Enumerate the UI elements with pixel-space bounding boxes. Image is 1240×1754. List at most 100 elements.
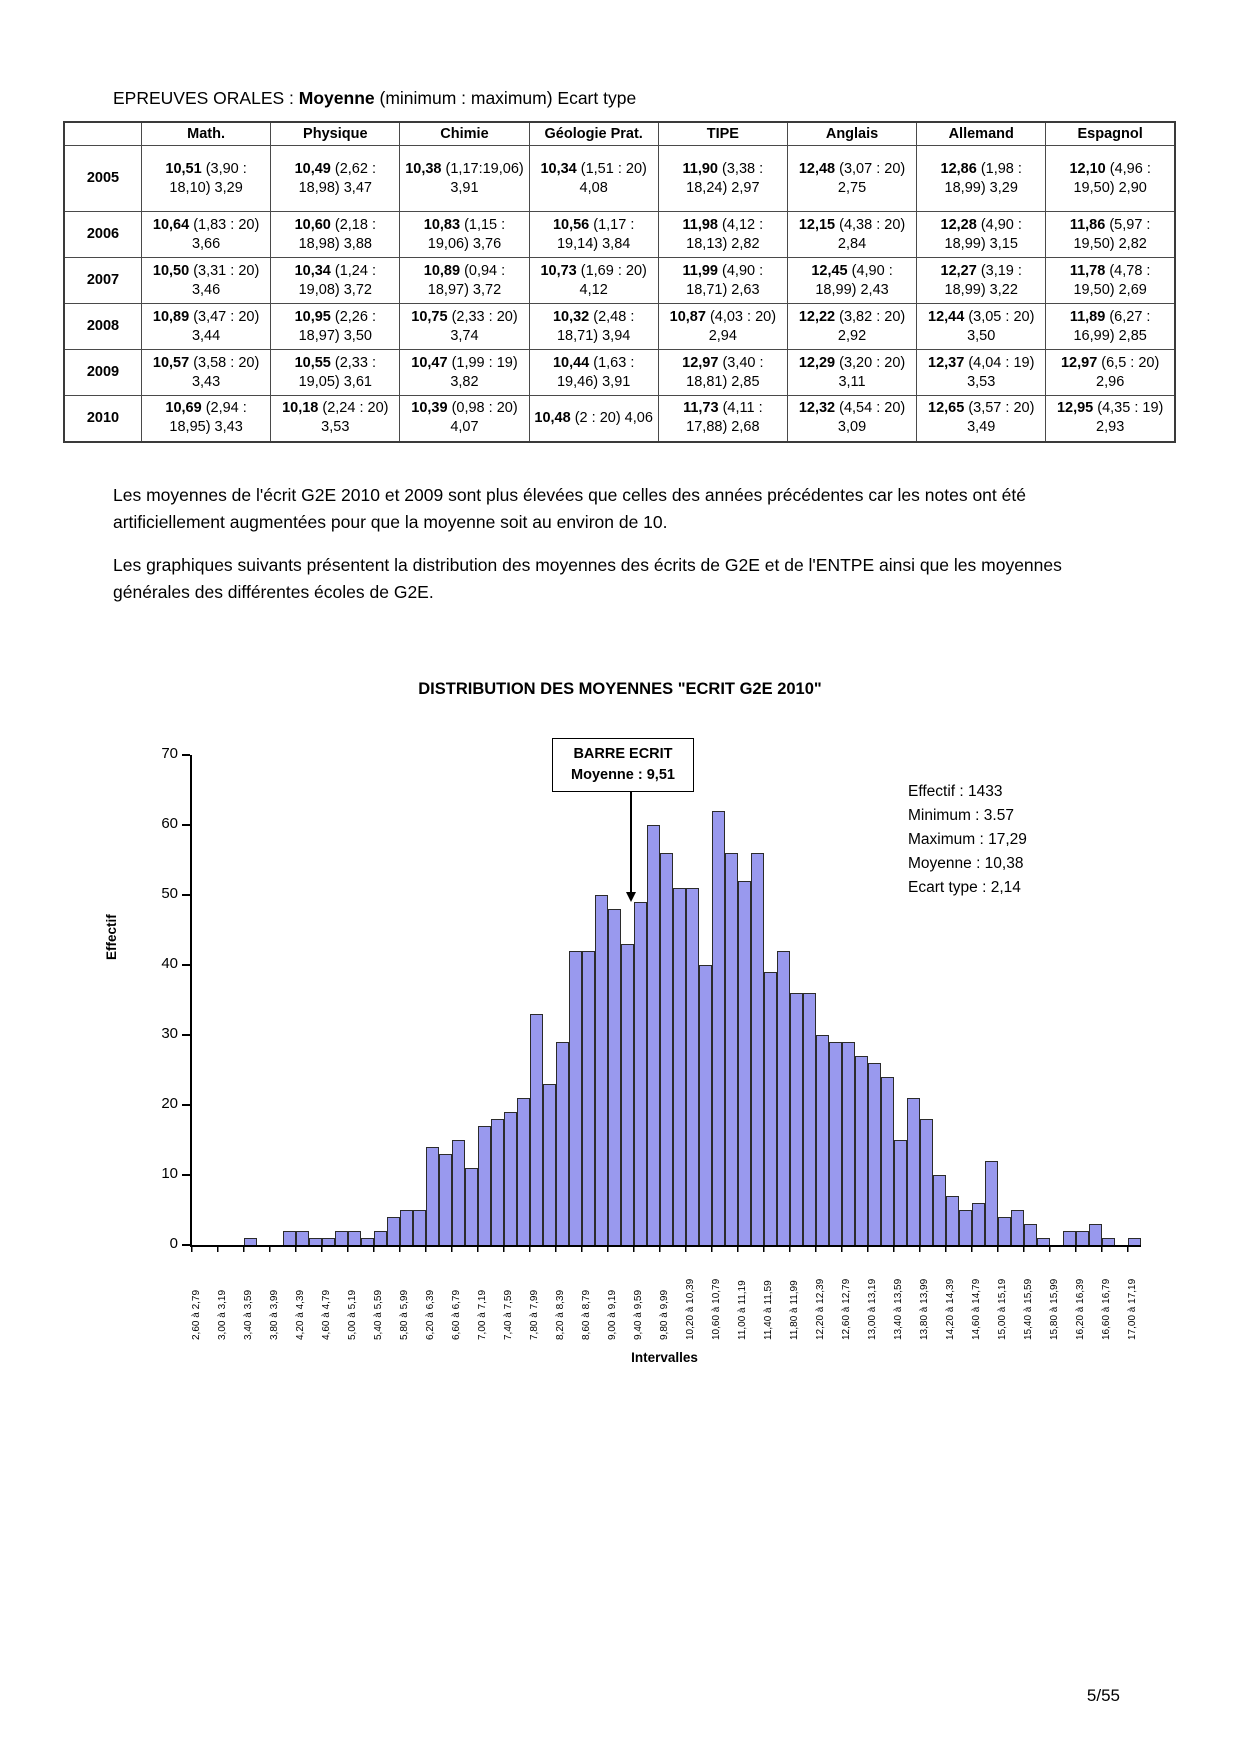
oral-results-table: Math. Physique Chimie Géologie Prat. TIPE Ang… [63, 121, 1176, 443]
bar [985, 1161, 998, 1245]
table-title-prefix: EPREUVES ORALES : [113, 88, 299, 108]
mean-value: 12,97 [1060, 354, 1098, 371]
x-slot [229, 1254, 242, 1340]
min-max-ecart: (6,5 : 20) 2,96 [1096, 354, 1160, 390]
min-max-ecart: (2,24 : 20) 3,53 [318, 400, 389, 436]
column-header: Espagnol [1045, 121, 1176, 146]
mean-value: 11,99 [682, 262, 719, 279]
x-slot: 11,40 à 11,59 [762, 1254, 775, 1340]
bar [608, 909, 621, 1245]
column-header: Allemand [916, 121, 1047, 146]
x-slot: 16,20 à 16,39 [1074, 1254, 1087, 1340]
min-max-ecart: (3,38 : 18,24) 2,97 [686, 160, 764, 196]
x-slot: 7,40 à 7,59 [502, 1254, 515, 1340]
column-header: Anglais [786, 121, 918, 146]
bar [972, 1203, 985, 1245]
stat-cell: 10,87 (4,03 : 20) 2,94 [657, 303, 788, 350]
bar [361, 1238, 374, 1245]
x-tick-label: 3,00 à 3,19 [217, 1289, 228, 1340]
bar [465, 1168, 478, 1245]
column-header: Math. [140, 121, 272, 146]
min-max-ecart: (1,17:19,06) 3,91 [441, 160, 524, 196]
x-slot: 11,80 à 11,99 [788, 1254, 801, 1340]
mean-value: 10,89 [423, 262, 461, 279]
y-tick-mark [182, 1244, 190, 1246]
x-tick-label: 15,40 à 15,59 [1023, 1278, 1034, 1340]
stat-cell: 12,86 (1,98 : 18,99) 3,29 [916, 145, 1047, 212]
stat-cell: 12,37 (4,04 : 19) 3,53 [916, 349, 1047, 396]
mean-value: 10,73 [540, 262, 577, 279]
min-max-ecart: (4,78 : 19,50) 2,69 [1073, 262, 1151, 298]
mean-value: 11,78 [1069, 262, 1106, 279]
stat-cell: 10,73 (1,69 : 20) 4,12 [528, 257, 659, 304]
stat-line: Effectif : 1433 [908, 783, 1003, 800]
mean-value: 10,60 [294, 216, 331, 233]
x-slot [593, 1254, 606, 1340]
stat-cell: 10,34 (1,51 : 20) 4,08 [528, 145, 659, 212]
min-max-ecart: (4,04 : 19) 3,53 [964, 354, 1035, 390]
bar [348, 1231, 361, 1245]
stats-block: Effectif : 1433 Minimum : 3.57 Maximum : 1… [908, 780, 1027, 900]
stat-cell: 10,50 (3,31 : 20) 3,46 [140, 257, 272, 304]
x-axis-title: Intervalles [631, 1350, 698, 1365]
min-max-ecart: (4,90 : 18,71) 2,63 [686, 262, 764, 298]
x-tick-label: 12,20 à 12,39 [815, 1278, 826, 1340]
min-max-ecart: (4,90 : 18,99) 3,15 [944, 216, 1022, 252]
mean-value: 10,56 [552, 216, 590, 233]
bar [673, 888, 686, 1245]
bar [504, 1112, 517, 1245]
paragraph-1: Les moyennes de l'écrit G2E 2010 et 2009… [113, 485, 1026, 533]
mean-value: 12,15 [798, 216, 836, 233]
y-tick-mark [182, 894, 190, 896]
mean-value: 10,32 [552, 308, 590, 325]
mean-value: 10,18 [282, 400, 319, 417]
mean-value: 10,89 [152, 308, 190, 325]
x-slot [307, 1254, 320, 1340]
min-max-ecart: (6,27 : 16,99) 2,85 [1073, 308, 1151, 344]
mean-value: 12,65 [928, 400, 965, 417]
bar [413, 1210, 426, 1245]
min-max-ecart: (3,05 : 20) 3,50 [964, 308, 1035, 344]
stat-cell: 10,18 (2,24 : 20) 3,53 [270, 395, 401, 442]
mean-value: 12,29 [798, 354, 836, 371]
mean-value: 11,89 [1069, 308, 1106, 325]
min-max-ecart: (4,90 : 18,99) 2,43 [815, 262, 893, 298]
x-slot: 2,60 à 2,79 [190, 1254, 203, 1340]
bar [777, 951, 790, 1245]
x-slot [1087, 1254, 1100, 1340]
column-header: Géologie Prat. [528, 121, 659, 146]
x-tick-label: 3,80 à 3,99 [269, 1289, 280, 1340]
x-slot [1035, 1254, 1048, 1340]
mean-value: 10,49 [294, 160, 331, 177]
y-tick-label: 20 [161, 1095, 178, 1112]
x-slot [1061, 1254, 1074, 1340]
bar [582, 951, 595, 1245]
bar [439, 1154, 452, 1245]
annotation-line2: Moyenne : 9,51 [571, 767, 675, 784]
x-axis-tick-labels: 2,60 à 2,79 3,00 à 3,19 3,40 à 3,59 3,80 à … [190, 1254, 1139, 1340]
min-max-ecart: (2 : 20) 4,06 [570, 409, 653, 426]
bar [686, 888, 699, 1245]
stat-cell: 10,64 (1,83 : 20) 3,66 [140, 211, 272, 258]
x-axis-ticks [191, 1245, 1140, 1252]
stat-cell: 10,56 (1,17 : 19,14) 3,84 [528, 211, 659, 258]
min-max-ecart: (1,51 : 20) 4,08 [576, 160, 647, 196]
min-max-ecart: (4,03 : 20) 2,94 [705, 308, 777, 344]
x-slot [723, 1254, 736, 1340]
bar [556, 1042, 569, 1245]
min-max-ecart: (3,58 : 20) 3,43 [189, 354, 260, 390]
y-tick-label: 70 [161, 745, 178, 762]
stat-cell: 12,29 (3,20 : 20) 3,11 [786, 349, 918, 396]
bar [829, 1042, 842, 1245]
x-slot [931, 1254, 944, 1340]
x-slot: 9,40 à 9,59 [632, 1254, 645, 1340]
column-header: TIPE [657, 121, 788, 146]
x-tick-label: 11,80 à 11,99 [789, 1280, 800, 1340]
mean-value: 10,55 [294, 354, 331, 371]
year-cell: 2010 [63, 395, 142, 442]
x-slot: 5,00 à 5,19 [346, 1254, 359, 1340]
x-tick-label: 5,00 à 5,19 [347, 1289, 358, 1340]
x-slot: 7,80 à 7,99 [528, 1254, 541, 1340]
stat-cell: 10,49 (2,62 : 18,98) 3,47 [270, 145, 401, 212]
stat-cell: 10,89 (3,47 : 20) 3,44 [140, 303, 272, 350]
